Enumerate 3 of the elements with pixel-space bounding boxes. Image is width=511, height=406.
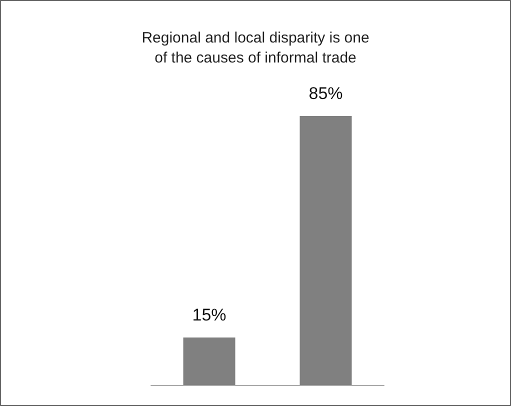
data-label: 85% bbox=[308, 84, 343, 103]
data-label: 15% bbox=[192, 306, 226, 325]
chart-title: Regional and local disparity is one of the causes of informal trade bbox=[142, 30, 370, 66]
